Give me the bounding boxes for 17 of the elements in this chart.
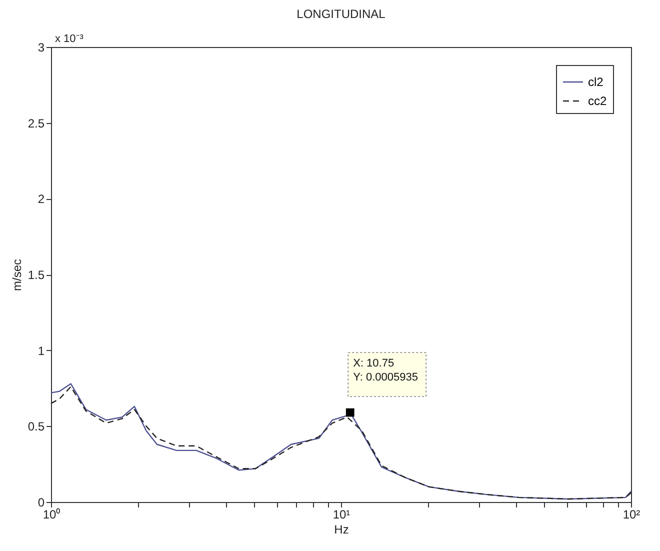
y-tick-label: 3 [38, 40, 45, 54]
y-tick-label: 1.5 [28, 268, 45, 282]
y-tick-label: 0 [38, 496, 45, 510]
y-tick-label: 2.5 [28, 116, 45, 130]
y-tick-label: 0.5 [28, 420, 45, 434]
x-tick-label: 10² [622, 508, 640, 522]
y-tick-label: 2 [38, 192, 45, 206]
chart-title: LONGITUDINAL [296, 7, 386, 21]
legend-label: cl2 [588, 75, 604, 89]
annotation: X: 10.75 Y: 0.0005935 [353, 358, 418, 384]
legend-label: cc2 [588, 94, 607, 108]
y-axis-title: m/sec [10, 258, 24, 292]
x-tick-label: 10¹ [332, 508, 350, 522]
text: x 10⁻³ [55, 33, 84, 45]
x-axis-title: Hz [334, 522, 349, 536]
x-tick-label: 10⁰ [42, 508, 60, 522]
y-tick-label: 1 [38, 344, 45, 358]
